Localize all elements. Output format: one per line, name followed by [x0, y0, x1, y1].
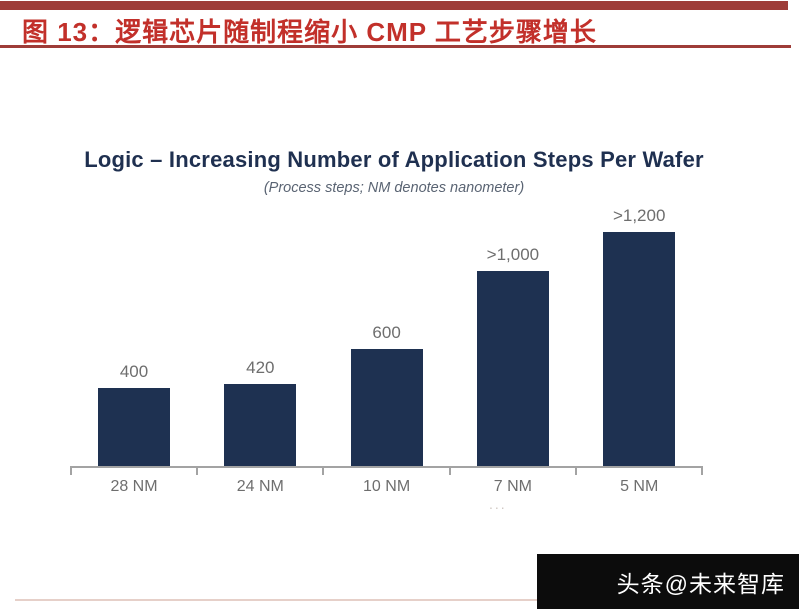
x-axis-tick	[575, 466, 578, 475]
x-axis-category-label: 24 NM	[236, 478, 284, 495]
watermark-text: 头条@未来智库	[616, 570, 785, 597]
bar-28-nm	[98, 388, 170, 466]
bar-7-nm	[476, 271, 549, 466]
x-axis-category-label: 10 NM	[363, 478, 411, 495]
x-axis-category-label: 28 NM	[110, 478, 158, 495]
page-bottom-rule	[15, 599, 796, 601]
x-axis-tick	[701, 466, 704, 475]
x-axis-tick	[322, 466, 325, 475]
header-bottom-rule	[0, 45, 791, 48]
x-axis-line	[70, 466, 703, 468]
x-axis-tick	[69, 466, 72, 475]
bar-24-nm	[224, 384, 297, 466]
bar-5-nm	[603, 232, 676, 466]
x-axis-tick	[196, 466, 199, 475]
bar-value-label: 420	[246, 358, 275, 377]
x-axis-category-label: 5 NM	[620, 478, 659, 495]
header-top-rule	[0, 1, 788, 10]
chart-title: Logic – Increasing Number of Application…	[84, 147, 704, 172]
bar-10-nm	[350, 349, 423, 466]
bar-value-label: 600	[372, 323, 401, 342]
x-axis-category-label: 7 NM	[493, 478, 532, 495]
bar-value-label: 400	[119, 362, 149, 381]
watermark-badge: 头条@未来智库	[537, 554, 799, 609]
figure-caption: 图 13：逻辑芯片随制程缩小 CMP 工艺步骤增长	[22, 17, 597, 47]
bar-value-label: >1,000	[486, 245, 540, 264]
chart-subtitle: (Process steps; NM denotes nanometer)	[263, 180, 525, 196]
bar-value-label: >1,200	[612, 206, 666, 225]
x-axis-tick	[448, 466, 451, 475]
erased-watermark-artifact: ...	[489, 496, 507, 512]
